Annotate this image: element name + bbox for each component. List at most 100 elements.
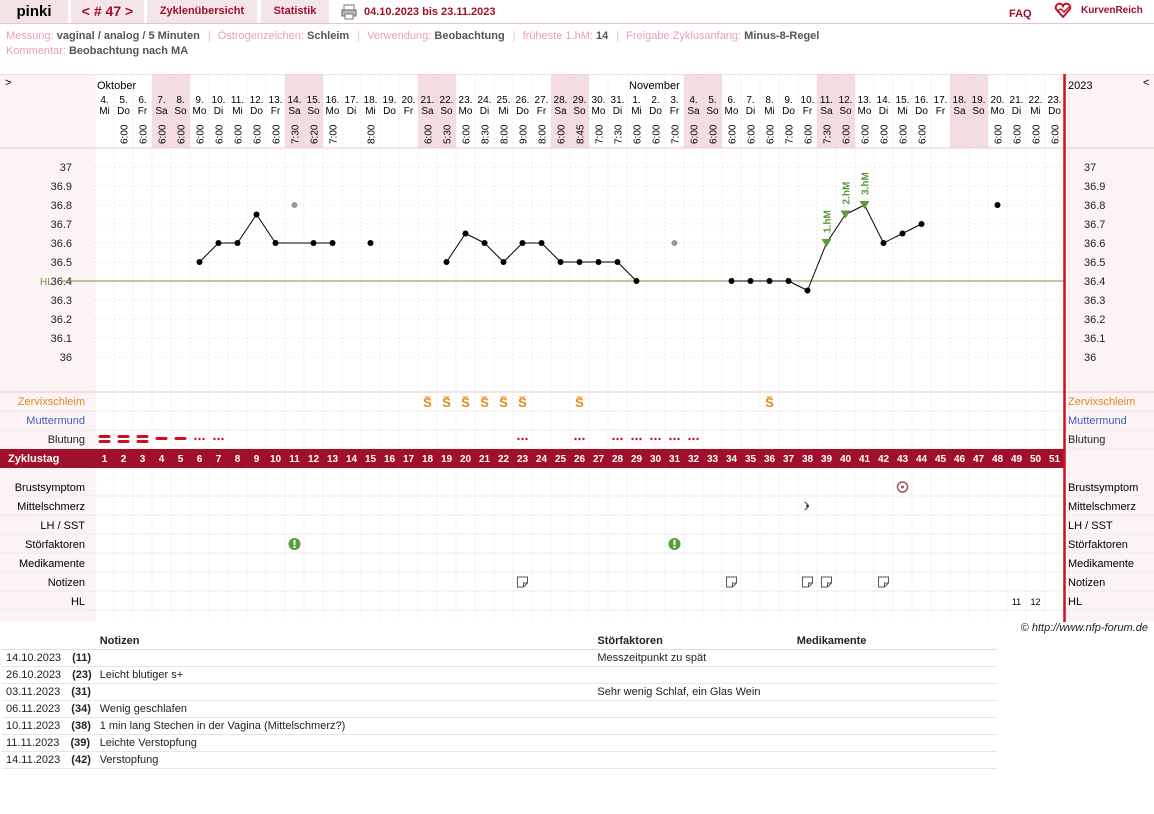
weekday: Mi	[764, 106, 775, 117]
measure-time: 6:00	[1013, 124, 1024, 144]
temp-point	[899, 230, 906, 237]
bleeding-spot	[578, 437, 581, 441]
month-label: November	[629, 80, 680, 92]
y-tick-right: 36.4	[1084, 276, 1105, 288]
bleeding-medium	[155, 437, 168, 440]
y-tick-right: 36.1	[1084, 333, 1105, 345]
bleeding-spot	[217, 437, 220, 441]
weekend-shade	[152, 74, 171, 148]
weekday: Mi	[365, 106, 376, 117]
freigabe-value: Minus-8-Regel	[744, 30, 820, 42]
temp-point	[519, 240, 526, 246]
cycle-nav[interactable]: < # 47 >	[71, 0, 144, 23]
temp-point	[880, 240, 887, 246]
weekend-shade	[684, 74, 703, 148]
y-tick-right: 36.7	[1084, 219, 1105, 231]
row-label-zervix: Zervixschleim	[18, 396, 85, 408]
printer-icon[interactable]	[341, 4, 357, 20]
zervix-symbol: S	[518, 395, 527, 410]
day-number: 15.	[307, 95, 321, 106]
weekday: Mo	[326, 106, 340, 117]
y-tick-left: 36	[60, 352, 72, 364]
note-medication	[792, 717, 997, 735]
weekday: So	[440, 106, 453, 117]
logo-text: KurvenReich	[1081, 5, 1143, 16]
info-line-1: Messung: vaginal / analog / 5 Minuten | Ö…	[6, 30, 820, 42]
note-medication	[792, 700, 997, 718]
day-number: 1.	[632, 95, 640, 106]
cycle-day-number: 12	[308, 454, 320, 465]
note-medication	[792, 751, 997, 769]
weekday: Sa	[820, 106, 833, 117]
cycle-day-number: 1	[102, 454, 108, 465]
disturbance-mark	[293, 546, 296, 548]
zervix-symbol: S	[765, 395, 774, 410]
hm-marker	[840, 210, 851, 219]
cycle-day-number: 30	[650, 454, 662, 465]
day-number: 27.	[535, 95, 549, 106]
temp-point	[215, 240, 222, 246]
zervix-symbol: S	[461, 395, 470, 410]
day-number: 8.	[176, 95, 184, 106]
copyright[interactable]: © http://www.nfp-forum.de	[1020, 622, 1148, 634]
user-name: pinki	[0, 0, 68, 23]
hl-row-number: 12	[1030, 597, 1040, 607]
bleeding-spot	[669, 437, 672, 441]
frueh-value: 14	[595, 30, 609, 42]
day-number: 14.	[288, 95, 302, 106]
measure-time: 6:00	[1051, 124, 1062, 144]
day-number: 19.	[972, 95, 986, 106]
temp-point	[291, 202, 298, 208]
bleeding-spot	[654, 437, 657, 441]
weekday: Do	[117, 106, 130, 117]
y-tick-left: 36.9	[51, 181, 72, 193]
weekday: Sa	[288, 106, 301, 117]
day-number: 4.	[100, 95, 108, 106]
note-date: 14.11.2023 (42)	[2, 751, 96, 769]
note-medication	[792, 683, 997, 701]
measure-time: 6:00	[633, 124, 644, 144]
note-icon	[517, 576, 528, 588]
temp-point	[538, 240, 545, 246]
weekday: Di	[214, 106, 223, 117]
tab-cycle-overview[interactable]: Zyklenübersicht	[147, 0, 257, 23]
y-tick-left: 37	[60, 162, 72, 174]
faq-link[interactable]: FAQ	[1009, 8, 1032, 20]
weekend-shade	[437, 74, 456, 148]
hm-marker	[821, 239, 832, 247]
weekday: Di	[480, 106, 489, 117]
temp-point	[728, 278, 735, 284]
day-number: 10.	[801, 95, 815, 106]
freigabe-label: Freigabe Zyklusanfang:	[626, 30, 742, 42]
weekday: Fr	[670, 106, 680, 117]
note-text: Verstopfung	[95, 751, 594, 769]
y-tick-right: 36.2	[1084, 314, 1105, 326]
row-label-stoer: Störfaktoren	[25, 539, 85, 551]
measure-time: 6:00	[272, 124, 283, 144]
y-tick-right: 36.5	[1084, 257, 1105, 269]
tab-statistics[interactable]: Statistik	[261, 0, 329, 23]
day-number: 12.	[839, 95, 853, 106]
y-tick-left: 36.8	[51, 200, 72, 212]
temp-point	[633, 278, 640, 284]
bleeding-spot	[521, 437, 524, 441]
cycle-day-number: 21	[479, 454, 491, 465]
weekend-shade	[950, 74, 969, 148]
day-number: 17.	[345, 95, 359, 106]
temp-point	[918, 221, 925, 227]
row-label-right-muttermund: Muttermund	[1068, 415, 1127, 427]
cycle-day-number: 7	[216, 454, 222, 465]
table-row: 11.11.2023 (39) Leichte Verstopfung	[2, 734, 997, 752]
messung-value: vaginal / analog / 5 Minuten	[56, 30, 200, 42]
row-label-right-medi: Medikamente	[1068, 558, 1134, 570]
note-medication	[792, 734, 997, 752]
day-number: 5.	[708, 95, 716, 106]
day-number: 13.	[858, 95, 872, 106]
day-number: 15.	[896, 95, 910, 106]
temp-point	[367, 240, 374, 246]
measure-time: 5:30	[443, 124, 454, 144]
note-icon	[821, 576, 832, 588]
bleeding-spot	[582, 437, 585, 441]
row-label-notizen: Notizen	[48, 577, 85, 589]
hm-marker	[859, 201, 870, 209]
